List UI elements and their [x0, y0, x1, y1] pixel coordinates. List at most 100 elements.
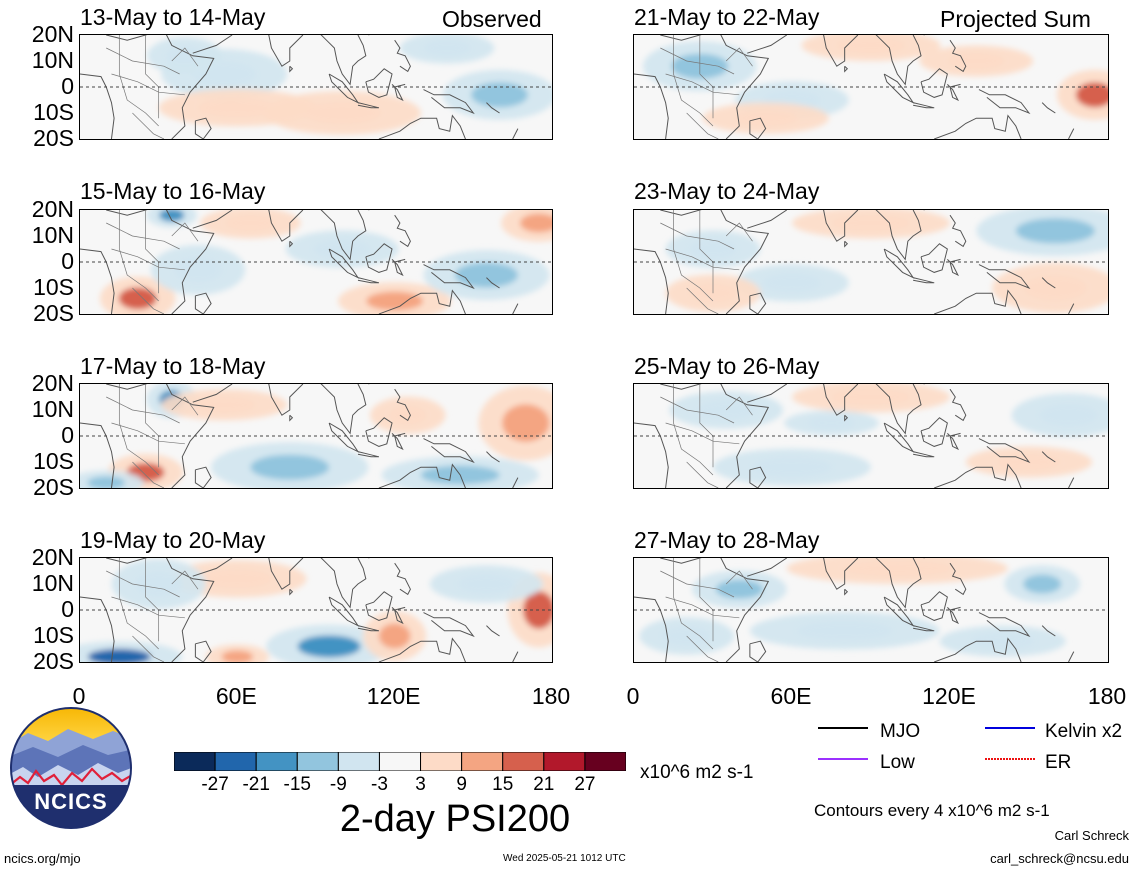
- anomaly-core: [831, 389, 911, 405]
- anomaly-core: [1075, 82, 1108, 108]
- coastline: [822, 210, 859, 242]
- anomaly-core: [1040, 404, 1097, 427]
- coastline: [1068, 477, 1075, 488]
- coastline: [822, 558, 859, 590]
- units-label: x10^6 m2 s-1: [640, 762, 754, 783]
- coastline: [378, 637, 466, 662]
- anomaly-core: [388, 405, 427, 425]
- coastline: [267, 558, 304, 590]
- coastline: [328, 596, 360, 627]
- anomaly-core: [831, 215, 911, 231]
- email: carl_schreck@ncsu.edu: [990, 851, 1129, 866]
- coastline: [357, 102, 380, 109]
- coastline: [844, 240, 849, 248]
- coastline: [365, 243, 393, 273]
- anomaly-core: [454, 262, 518, 288]
- coastline: [913, 625, 935, 632]
- colorbar: [173, 751, 627, 772]
- coastline: [378, 289, 466, 314]
- coastline: [391, 432, 406, 451]
- coastline: [822, 35, 859, 67]
- lat-tick-label: 10S: [33, 448, 74, 474]
- anomaly-core: [520, 213, 552, 233]
- coastline: [423, 438, 475, 464]
- coastline: [194, 117, 212, 139]
- coastline: [267, 35, 304, 67]
- coastline: [80, 248, 115, 314]
- coastline: [423, 89, 475, 115]
- anomaly-core: [87, 649, 151, 662]
- coastline: [106, 558, 215, 662]
- country-border: [725, 396, 753, 416]
- coastline: [749, 292, 767, 314]
- country-border: [118, 558, 159, 650]
- coastline: [747, 35, 788, 54]
- country-border: [106, 47, 180, 75]
- ncics-logo: NCICS: [8, 705, 134, 831]
- coastline: [192, 558, 233, 577]
- coastline: [391, 83, 406, 102]
- coastline: [194, 466, 212, 488]
- map-panel: [633, 209, 1109, 315]
- coastline: [391, 258, 406, 277]
- coastline: [822, 384, 859, 416]
- anomaly-core: [458, 574, 515, 594]
- coastline: [913, 102, 935, 109]
- lat-tick-label: 10N: [31, 47, 74, 73]
- coastline: [194, 292, 212, 314]
- country-border: [132, 461, 165, 488]
- country-border: [145, 35, 160, 119]
- coastline: [920, 417, 948, 447]
- anomaly-core: [225, 215, 276, 231]
- column-label-observed: Observed: [442, 6, 542, 32]
- map-panel: [79, 34, 553, 140]
- anomaly-core: [250, 454, 330, 480]
- legend-mjo: MJO: [880, 721, 921, 742]
- panel-title-0-0: 13-May to 14-May: [80, 4, 266, 30]
- lat-tick-label: 20N: [31, 196, 74, 222]
- coastline: [934, 463, 1022, 488]
- coastline: [749, 640, 767, 662]
- panel-title-1-1: 23-May to 24-May: [634, 178, 820, 204]
- coastline: [512, 651, 519, 662]
- anomaly-core: [198, 98, 277, 118]
- lon-tick-label: 60E: [770, 683, 812, 709]
- coastline: [512, 477, 519, 488]
- colorbar-swatch: [378, 751, 422, 772]
- country-border: [106, 222, 180, 250]
- colorbar-swatch: [461, 751, 504, 772]
- coastline: [978, 438, 1031, 464]
- coastline: [978, 612, 1031, 638]
- coastline: [949, 562, 967, 596]
- coastline: [320, 35, 367, 86]
- lon-tick-label: 0: [626, 683, 640, 709]
- colorbar-swatch: [584, 751, 627, 772]
- coastline: [949, 39, 967, 73]
- contour-note: Contours every 4 x10^6 m2 s-1: [814, 801, 1050, 820]
- anomaly-core: [1015, 218, 1095, 244]
- colorbar-tick-label: -15: [283, 774, 311, 795]
- map-panel: [633, 557, 1109, 663]
- coastline: [920, 591, 948, 621]
- country-border: [171, 222, 199, 242]
- coastline: [949, 214, 967, 248]
- country-border: [171, 396, 199, 416]
- lat-tick-label: 20N: [31, 370, 74, 396]
- anomaly-core: [297, 635, 361, 658]
- lat-tick-label: 10N: [31, 396, 74, 422]
- legend-er: ER: [1045, 752, 1072, 773]
- coastline: [357, 451, 380, 458]
- column-label-projected: Projected Sum: [940, 6, 1091, 32]
- coastline: [365, 591, 393, 621]
- coastline: [747, 558, 788, 577]
- coastline: [747, 210, 788, 229]
- map-panel: [79, 557, 553, 663]
- coastline: [486, 625, 500, 637]
- coastline: [267, 210, 304, 242]
- coastline: [289, 588, 294, 596]
- anomaly-core: [202, 569, 272, 589]
- colorbar-tick-label: 9: [456, 774, 467, 795]
- map-panel: [633, 383, 1109, 489]
- coastline: [320, 384, 367, 435]
- coastline: [920, 68, 948, 98]
